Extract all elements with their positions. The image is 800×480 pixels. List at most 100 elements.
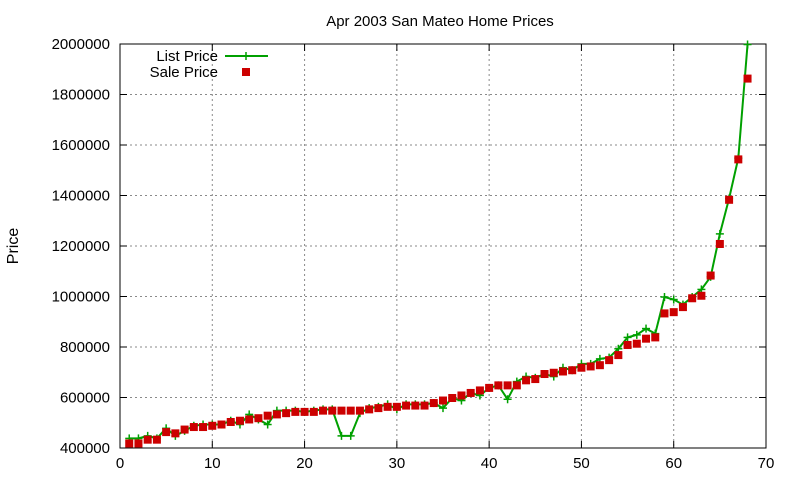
x-tick-label: 40: [481, 455, 498, 472]
data-point-sale-price: [531, 375, 540, 384]
data-point-list-price: [632, 330, 641, 339]
data-point-sale-price: [365, 405, 374, 414]
data-point-sale-price: [522, 376, 531, 385]
y-tick-label: 1000000: [52, 289, 110, 306]
plot-frame: [119, 43, 767, 449]
data-point-sale-price: [337, 406, 346, 415]
data-point-sale-price: [632, 339, 641, 348]
data-point-list-price: [669, 295, 678, 304]
data-point-sale-price: [272, 410, 281, 419]
data-point-sale-price: [688, 294, 697, 303]
data-point-list-price: [439, 404, 447, 413]
data-point-sale-price: [734, 155, 743, 164]
data-point-sale-price: [475, 386, 484, 395]
y-tick-label: 1800000: [52, 87, 110, 104]
data-point-sale-price: [743, 74, 752, 83]
data-point-sale-price: [208, 421, 217, 430]
data-point-sale-price: [226, 417, 235, 426]
data-point-list-price: [642, 324, 651, 333]
data-point-sale-price: [577, 363, 586, 372]
data-point-list-price: [337, 431, 346, 440]
data-point-sale-price: [457, 391, 466, 400]
data-point-sale-price: [143, 435, 152, 444]
data-point-sale-price: [291, 407, 300, 416]
data-point-sale-price: [282, 409, 291, 418]
data-point-sale-price: [725, 195, 734, 204]
data-point-list-price: [743, 40, 752, 49]
series-list-price: [125, 40, 752, 443]
data-point-sale-price: [429, 399, 438, 408]
chart-title: Apr 2003 San Mateo Home Prices: [326, 13, 554, 30]
data-point-sale-price: [466, 388, 475, 397]
data-point-sale-price: [189, 423, 198, 432]
series-layer: [125, 40, 752, 448]
data-point-sale-price: [355, 406, 364, 415]
data-point-sale-price: [715, 239, 724, 248]
data-point-sale-price: [651, 333, 660, 342]
y-tick-label: 400000: [60, 440, 110, 457]
data-point-sale-price: [245, 415, 254, 424]
data-point-list-price: [503, 395, 512, 404]
data-point-list-price: [623, 333, 632, 342]
data-point-sale-price: [448, 394, 457, 403]
data-point-sale-price: [678, 303, 687, 312]
data-point-sale-price: [254, 414, 263, 423]
data-point-sale-price: [346, 406, 355, 415]
data-point-sale-price: [558, 367, 567, 376]
data-point-list-price: [660, 293, 669, 302]
data-point-sale-price: [420, 401, 429, 410]
data-point-sale-price: [549, 368, 558, 377]
axis-ticks: 400000 600000 800000 1000000 1200000 1400000 1…: [52, 36, 775, 472]
data-point-sale-price: [319, 406, 328, 415]
x-tick-label: 30: [389, 455, 406, 472]
legend-label-sale-price: Sale Price: [150, 64, 218, 81]
x-tick-label: 10: [204, 455, 221, 472]
x-tick-label: 70: [758, 455, 775, 472]
data-point-sale-price: [614, 351, 623, 360]
data-point-sale-price: [568, 366, 577, 375]
data-point-sale-price: [642, 334, 651, 343]
y-tick-label: 800000: [60, 339, 110, 356]
legend-label-list-price: List Price: [156, 48, 218, 65]
data-point-sale-price: [383, 402, 392, 411]
series-sale-price: [125, 74, 752, 448]
data-point-sale-price: [328, 406, 337, 415]
data-point-list-price: [346, 431, 355, 440]
y-axis-label: Price: [5, 228, 22, 265]
data-point-sale-price: [309, 407, 318, 416]
data-point-sale-price: [439, 396, 447, 405]
data-point-sale-price: [411, 401, 420, 410]
data-point-sale-price: [374, 404, 383, 413]
legend-swatch-marker: [242, 52, 250, 60]
legend-swatch-marker: [242, 68, 250, 76]
data-point-list-price: [715, 229, 724, 238]
legend-entry-list-price: List Price: [156, 48, 268, 65]
data-point-sale-price: [235, 416, 244, 425]
data-point-sale-price: [586, 362, 595, 371]
data-point-sale-price: [134, 439, 143, 448]
data-point-sale-price: [540, 370, 549, 379]
data-point-sale-price: [697, 291, 706, 300]
data-point-sale-price: [180, 425, 189, 434]
data-point-sale-price: [392, 402, 401, 411]
data-point-sale-price: [706, 271, 715, 280]
data-point-sale-price: [402, 401, 411, 410]
y-tick-label: 600000: [60, 390, 110, 407]
data-point-sale-price: [125, 439, 134, 448]
y-tick-label: 1400000: [52, 188, 110, 205]
data-point-sale-price: [623, 340, 632, 349]
data-point-sale-price: [503, 381, 512, 390]
data-point-sale-price: [217, 420, 226, 429]
data-point-list-price: [263, 420, 272, 429]
data-point-sale-price: [263, 411, 272, 420]
legend-entry-sale-price: Sale Price: [150, 64, 250, 81]
y-tick-label: 1600000: [52, 137, 110, 154]
data-point-sale-price: [171, 429, 180, 438]
x-tick-label: 20: [296, 455, 313, 472]
data-point-sale-price: [485, 383, 494, 392]
data-point-sale-price: [494, 381, 503, 390]
data-point-sale-price: [152, 435, 161, 444]
